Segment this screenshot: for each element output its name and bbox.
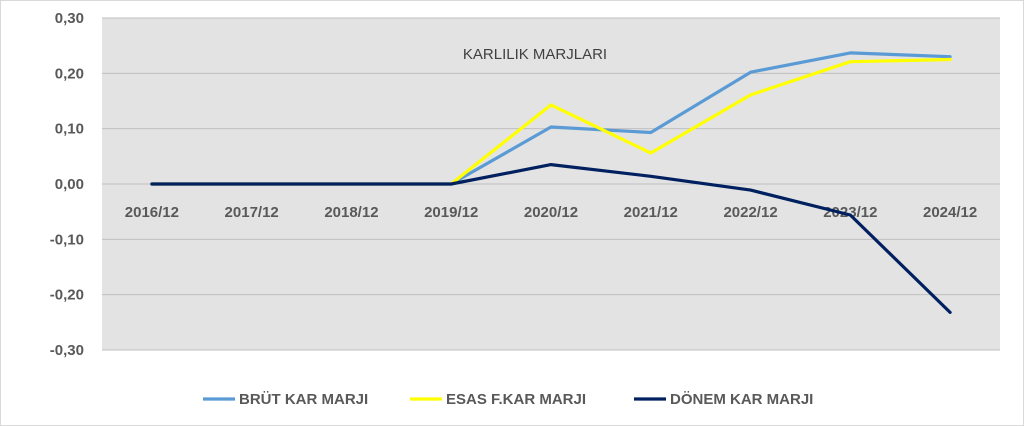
y-tick-label: -0,30 (50, 342, 84, 359)
y-axis-ticks: 0,30 0,20 0,10 0,00 -0,10 -0,20 -0,30 (50, 10, 84, 359)
x-tick-label: 2021/12 (624, 204, 678, 221)
y-tick-label: -0,20 (50, 287, 84, 304)
y-tick-label: 0,00 (55, 176, 84, 193)
x-tick-label: 2019/12 (424, 204, 478, 221)
chart-title: KARLILIK MARJLARI (463, 46, 607, 63)
legend-label: ESAS F.KAR MARJI (446, 391, 586, 408)
x-tick-label: 2024/12 (923, 204, 977, 221)
x-tick-label: 2023/12 (823, 204, 877, 221)
legend-label: BRÜT KAR MARJI (239, 391, 368, 408)
x-tick-label: 2018/12 (324, 204, 378, 221)
legend: BRÜT KAR MARJI ESAS F.KAR MARJI DÖNEM KAR … (203, 391, 813, 408)
x-tick-label: 2020/12 (524, 204, 578, 221)
series-lines (150, 51, 952, 314)
legend-label: DÖNEM KAR MARJI (670, 391, 813, 408)
series-line-3 (150, 163, 952, 314)
y-tick-label: 0,30 (55, 10, 84, 27)
x-tick-label: 2016/12 (125, 204, 179, 221)
x-tick-label: 2022/12 (723, 204, 777, 221)
x-axis-ticks: 2016/12 2017/12 2018/12 2019/12 2020/12 2021/… (125, 204, 977, 221)
y-tick-label: -0,10 (50, 231, 84, 248)
y-tick-label: 0,20 (55, 65, 84, 82)
x-tick-label: 2017/12 (225, 204, 279, 221)
y-tick-label: 0,10 (55, 121, 84, 138)
